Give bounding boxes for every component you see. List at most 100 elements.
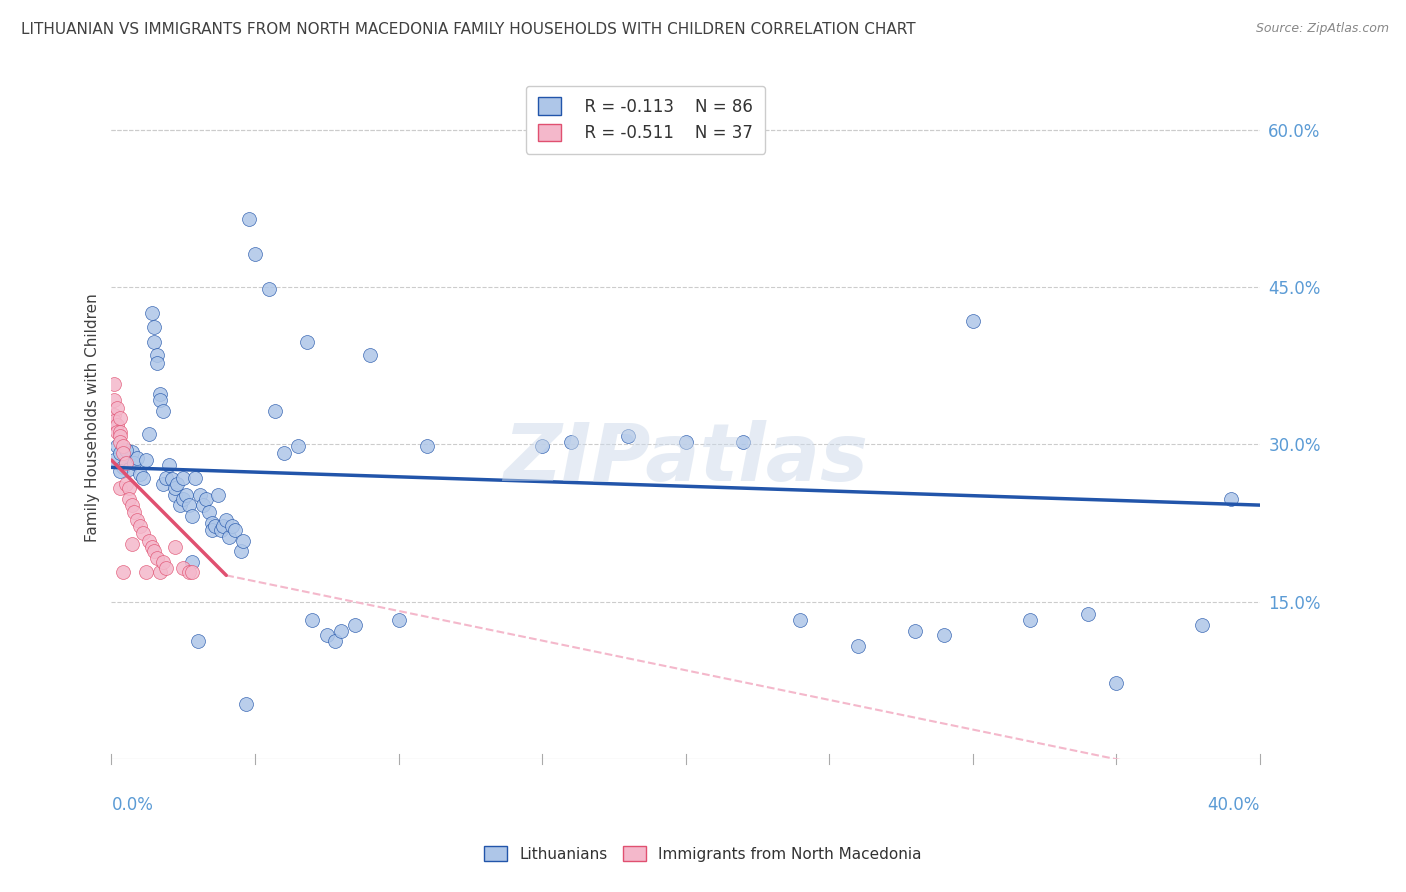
Point bbox=[103, 376, 125, 391]
Point bbox=[105, 418, 128, 433]
Point bbox=[166, 477, 188, 491]
Point bbox=[174, 488, 197, 502]
Point bbox=[209, 523, 232, 537]
Point bbox=[1220, 491, 1243, 506]
Point bbox=[238, 211, 260, 226]
Point bbox=[731, 435, 754, 450]
Point bbox=[195, 491, 218, 506]
Point bbox=[224, 523, 246, 537]
Point bbox=[229, 544, 252, 558]
Point bbox=[108, 435, 131, 450]
Point bbox=[359, 348, 381, 362]
Y-axis label: Family Households with Children: Family Households with Children bbox=[86, 293, 100, 542]
Point bbox=[163, 488, 186, 502]
Point bbox=[135, 453, 157, 467]
Point bbox=[114, 456, 136, 470]
Point bbox=[218, 530, 240, 544]
Point bbox=[180, 555, 202, 569]
Point bbox=[103, 453, 125, 467]
Point bbox=[108, 425, 131, 439]
Point bbox=[172, 471, 194, 485]
Point bbox=[141, 306, 163, 320]
Point bbox=[103, 393, 125, 408]
Point bbox=[127, 513, 149, 527]
Point bbox=[111, 439, 134, 453]
Point bbox=[193, 498, 215, 512]
Point bbox=[160, 472, 183, 486]
Point bbox=[177, 565, 200, 579]
Point bbox=[143, 334, 166, 349]
Text: ZIPatlas: ZIPatlas bbox=[503, 420, 868, 498]
Point bbox=[180, 508, 202, 523]
Point bbox=[846, 639, 869, 653]
Point bbox=[180, 565, 202, 579]
Point bbox=[221, 519, 243, 533]
Point bbox=[117, 491, 139, 506]
Point bbox=[121, 444, 143, 458]
Point bbox=[273, 446, 295, 460]
Point bbox=[143, 319, 166, 334]
Point bbox=[243, 246, 266, 260]
Point bbox=[117, 462, 139, 476]
Text: 40.0%: 40.0% bbox=[1208, 797, 1260, 814]
Point bbox=[235, 698, 257, 712]
Point bbox=[129, 519, 152, 533]
Point bbox=[198, 505, 221, 519]
Point bbox=[132, 526, 155, 541]
Point bbox=[149, 565, 172, 579]
Point bbox=[172, 561, 194, 575]
Point bbox=[138, 426, 160, 441]
Point bbox=[108, 463, 131, 477]
Point bbox=[1019, 614, 1042, 628]
Point bbox=[183, 471, 205, 485]
Point bbox=[121, 537, 143, 551]
Point bbox=[169, 498, 191, 512]
Point bbox=[155, 561, 177, 575]
Point bbox=[617, 429, 640, 443]
Point bbox=[129, 467, 152, 481]
Point bbox=[121, 498, 143, 512]
Point bbox=[105, 425, 128, 439]
Point bbox=[114, 442, 136, 457]
Point bbox=[531, 439, 554, 453]
Legend:   R = -0.113    N = 86,   R = -0.511    N = 37: R = -0.113 N = 86, R = -0.511 N = 37 bbox=[526, 86, 765, 153]
Point bbox=[177, 498, 200, 512]
Point bbox=[108, 481, 131, 495]
Point bbox=[201, 523, 224, 537]
Point bbox=[287, 439, 309, 453]
Point bbox=[146, 348, 169, 362]
Point bbox=[675, 435, 697, 450]
Point bbox=[190, 488, 212, 502]
Point bbox=[204, 519, 226, 533]
Point bbox=[111, 446, 134, 460]
Point bbox=[105, 401, 128, 415]
Point bbox=[344, 617, 367, 632]
Point bbox=[1077, 607, 1099, 621]
Point bbox=[103, 414, 125, 428]
Text: LITHUANIAN VS IMMIGRANTS FROM NORTH MACEDONIA FAMILY HOUSEHOLDS WITH CHILDREN CO: LITHUANIAN VS IMMIGRANTS FROM NORTH MACE… bbox=[21, 22, 915, 37]
Point bbox=[155, 471, 177, 485]
Point bbox=[152, 404, 174, 418]
Point bbox=[146, 550, 169, 565]
Point bbox=[301, 614, 323, 628]
Point bbox=[215, 513, 238, 527]
Point bbox=[259, 282, 281, 296]
Point bbox=[111, 565, 134, 579]
Point bbox=[560, 435, 582, 450]
Point bbox=[201, 516, 224, 530]
Text: Source: ZipAtlas.com: Source: ZipAtlas.com bbox=[1256, 22, 1389, 36]
Point bbox=[108, 446, 131, 460]
Point bbox=[212, 519, 235, 533]
Point bbox=[264, 404, 287, 418]
Point bbox=[157, 458, 180, 473]
Point bbox=[149, 393, 172, 408]
Point bbox=[1105, 676, 1128, 690]
Point bbox=[141, 540, 163, 554]
Point bbox=[114, 456, 136, 470]
Point bbox=[146, 355, 169, 369]
Point bbox=[124, 456, 146, 470]
Point bbox=[149, 387, 172, 401]
Point bbox=[152, 477, 174, 491]
Point bbox=[187, 634, 209, 648]
Point bbox=[108, 429, 131, 443]
